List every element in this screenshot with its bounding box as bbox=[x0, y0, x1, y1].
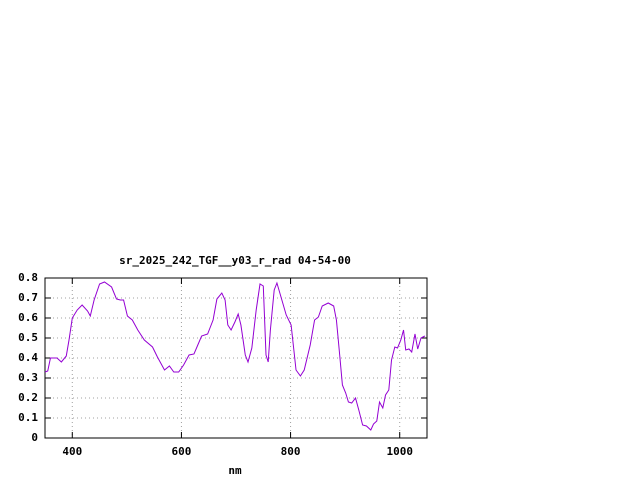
x-tick-label: 800 bbox=[281, 445, 301, 458]
y-tick-label: 0.4 bbox=[18, 351, 38, 364]
x-tick-label: 400 bbox=[62, 445, 82, 458]
y-tick-label: 0.8 bbox=[18, 271, 38, 284]
data-line bbox=[44, 281, 426, 431]
chart-title: sr_2025_242_TGF__y03_r_rad 04-54-00 bbox=[119, 254, 351, 267]
y-tick-label: 0.6 bbox=[18, 311, 38, 324]
x-tick-label: 1000 bbox=[386, 445, 413, 458]
y-tick-label: 0.7 bbox=[18, 291, 38, 304]
x-axis-label: nm bbox=[228, 464, 242, 477]
y-tick-label: 0.3 bbox=[18, 371, 38, 384]
x-tick-label: 600 bbox=[171, 445, 191, 458]
y-tick-label: 0 bbox=[31, 431, 38, 444]
plot-frame bbox=[44, 277, 428, 439]
y-tick-label: 0.5 bbox=[18, 331, 38, 344]
y-tick-label: 0.2 bbox=[18, 391, 38, 404]
y-tick-label: 0.1 bbox=[18, 411, 38, 424]
